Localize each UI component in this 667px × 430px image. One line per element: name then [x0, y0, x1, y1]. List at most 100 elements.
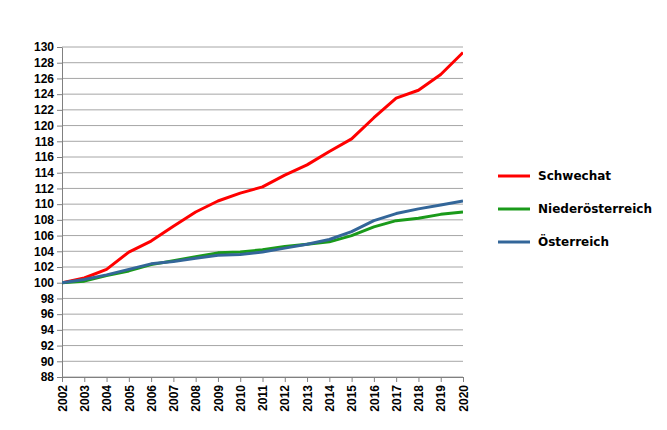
x-tick: 2010	[234, 377, 248, 412]
y-tick: 130	[34, 40, 62, 54]
x-tick-label: 2019	[434, 385, 448, 412]
lines	[62, 53, 463, 283]
y-tick-mark	[57, 126, 62, 127]
x-tick-label: 2010	[234, 385, 248, 412]
y-tick-label: 102	[34, 260, 54, 274]
y-tick-mark	[57, 78, 62, 79]
grid-line	[62, 345, 463, 346]
legend-label: Schwechat	[538, 169, 611, 183]
grid-line	[62, 172, 463, 173]
y-tick: 98	[41, 292, 62, 306]
y-tick-label: 120	[34, 119, 54, 133]
x-tick: 2007	[167, 377, 181, 412]
y-tick-mark	[57, 157, 62, 158]
x-tick-label: 2013	[301, 385, 315, 412]
y-tick-mark	[57, 47, 62, 48]
legend: Schwechat Niederösterreich Österreich	[498, 169, 652, 249]
y-tick-mark	[57, 298, 62, 299]
y-tick-label: 118	[35, 135, 55, 149]
x-tick-mark	[173, 377, 174, 382]
x-tick-mark	[196, 377, 197, 382]
y-tick: 122	[34, 103, 62, 117]
x-tick: 2003	[78, 377, 92, 412]
grid-line	[62, 125, 463, 126]
x-tick-mark	[396, 377, 397, 382]
y-tick: 118	[35, 135, 62, 149]
x-tick-mark	[285, 377, 286, 382]
y-tick-mark	[57, 283, 62, 284]
x-tick: 2011	[256, 377, 270, 411]
grid-line	[62, 157, 463, 158]
x-tick-label: 2007	[167, 385, 181, 412]
x-tick: 2005	[123, 377, 137, 412]
legend-swatch	[498, 208, 530, 211]
y-tick-mark	[57, 63, 62, 64]
x-tick-label: 2005	[123, 385, 137, 412]
y-axis: 8890929496981001021041061081101121141161…	[34, 40, 63, 384]
y-tick: 112	[35, 182, 62, 196]
x-tick: 2020	[457, 377, 471, 412]
x-tick: 2017	[390, 377, 404, 412]
x-tick: 2018	[412, 377, 426, 412]
x-tick-mark	[463, 377, 464, 382]
y-tick-label: 128	[34, 56, 54, 70]
x-tick-label: 2015	[345, 385, 359, 412]
x-tick-label: 2008	[189, 385, 203, 412]
y-tick-mark	[57, 141, 62, 142]
y-tick-label: 130	[34, 40, 54, 54]
grid	[62, 47, 463, 377]
y-tick-label: 126	[34, 72, 54, 86]
y-tick-label: 112	[35, 182, 55, 196]
y-tick: 108	[34, 213, 62, 227]
x-tick-mark	[218, 377, 219, 382]
x-tick-mark	[418, 377, 419, 382]
legend-label: Niederösterreich	[538, 202, 652, 216]
x-tick-label: 2011	[256, 385, 270, 411]
y-tick: 102	[34, 260, 62, 274]
y-tick-label: 104	[34, 245, 54, 259]
x-tick: 2012	[278, 377, 292, 412]
x-tick-mark	[240, 377, 241, 382]
grid-line	[62, 282, 463, 283]
grid-line	[62, 47, 463, 48]
grid-line	[62, 109, 463, 110]
x-tick: 2014	[323, 377, 337, 412]
y-tick-mark	[57, 220, 62, 221]
y-tick-mark	[57, 251, 62, 252]
grid-line	[62, 361, 463, 362]
x-tick-label: 2014	[323, 385, 337, 412]
y-tick-label: 106	[34, 229, 54, 243]
y-tick: 100	[34, 276, 62, 290]
y-tick-label: 90	[41, 355, 55, 369]
y-tick-label: 116	[35, 150, 55, 164]
y-tick: 114	[35, 166, 62, 180]
x-tick: 2016	[368, 377, 382, 412]
x-tick-label: 2012	[278, 385, 292, 412]
y-tick-label: 100	[34, 276, 54, 290]
y-tick-mark	[57, 361, 62, 362]
y-tick-mark	[57, 188, 62, 189]
legend-label: Österreich	[538, 234, 609, 249]
x-tick-label: 2016	[368, 385, 382, 412]
y-tick: 88	[41, 370, 62, 384]
x-tick-label: 2020	[457, 385, 471, 412]
x-tick-label: 2018	[412, 385, 426, 412]
x-tick-label: 2004	[100, 385, 114, 412]
grid-line	[62, 204, 463, 205]
y-tick: 94	[41, 323, 62, 337]
y-tick-mark	[57, 330, 62, 331]
y-tick-mark	[57, 94, 62, 95]
y-tick: 110	[35, 197, 62, 211]
x-axis: 2002200320042005200620072008200920102011…	[56, 377, 471, 412]
y-tick-label: 122	[34, 103, 54, 117]
grid-line	[62, 329, 463, 330]
grid-line	[62, 314, 463, 315]
x-tick: 2009	[212, 377, 226, 412]
grid-line	[62, 78, 463, 79]
y-tick-mark	[57, 204, 62, 205]
x-tick-mark	[307, 377, 308, 382]
y-tick-mark	[57, 236, 62, 237]
y-tick-label: 92	[41, 339, 55, 353]
y-tick-mark	[57, 267, 62, 268]
y-tick: 92	[41, 339, 62, 353]
